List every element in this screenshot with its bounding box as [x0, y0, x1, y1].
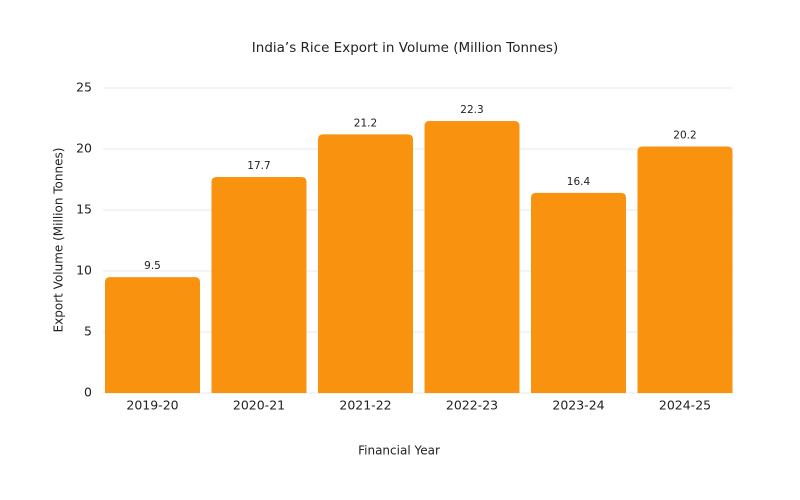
bar — [318, 134, 413, 394]
y-tick-label: 0 — [84, 385, 92, 400]
x-tick-label: 2022-23 — [446, 398, 498, 413]
x-tick-label: 2021-22 — [339, 398, 391, 413]
y-tick-label: 25 — [76, 80, 92, 95]
y-tick-label: 5 — [84, 324, 92, 339]
bar — [637, 146, 733, 393]
y-tick-label: 15 — [76, 202, 92, 217]
x-tick-label: 2023-24 — [552, 398, 604, 413]
value-label: 16.4 — [567, 176, 591, 188]
bar — [105, 277, 200, 393]
y-tick-label: 20 — [76, 141, 92, 156]
y-tick-label: 10 — [76, 263, 92, 278]
y-axis-label: Export Volume (Million Tonnes) — [52, 148, 66, 333]
x-tick-label: 2019-20 — [126, 398, 178, 413]
x-axis-label: Financial Year — [358, 444, 440, 458]
bar — [531, 192, 626, 393]
bar — [424, 120, 520, 393]
value-label: 9.5 — [144, 260, 161, 272]
chart-title: India’s Rice Export in Volume (Million T… — [252, 40, 558, 56]
value-label: 22.3 — [460, 104, 483, 116]
value-label: 21.2 — [354, 117, 377, 129]
x-tick-label: 2020-21 — [233, 398, 285, 413]
value-label: 17.7 — [247, 160, 270, 172]
bar — [211, 177, 307, 393]
x-tick-label: 2024-25 — [659, 398, 711, 413]
value-label: 20.2 — [673, 130, 696, 142]
